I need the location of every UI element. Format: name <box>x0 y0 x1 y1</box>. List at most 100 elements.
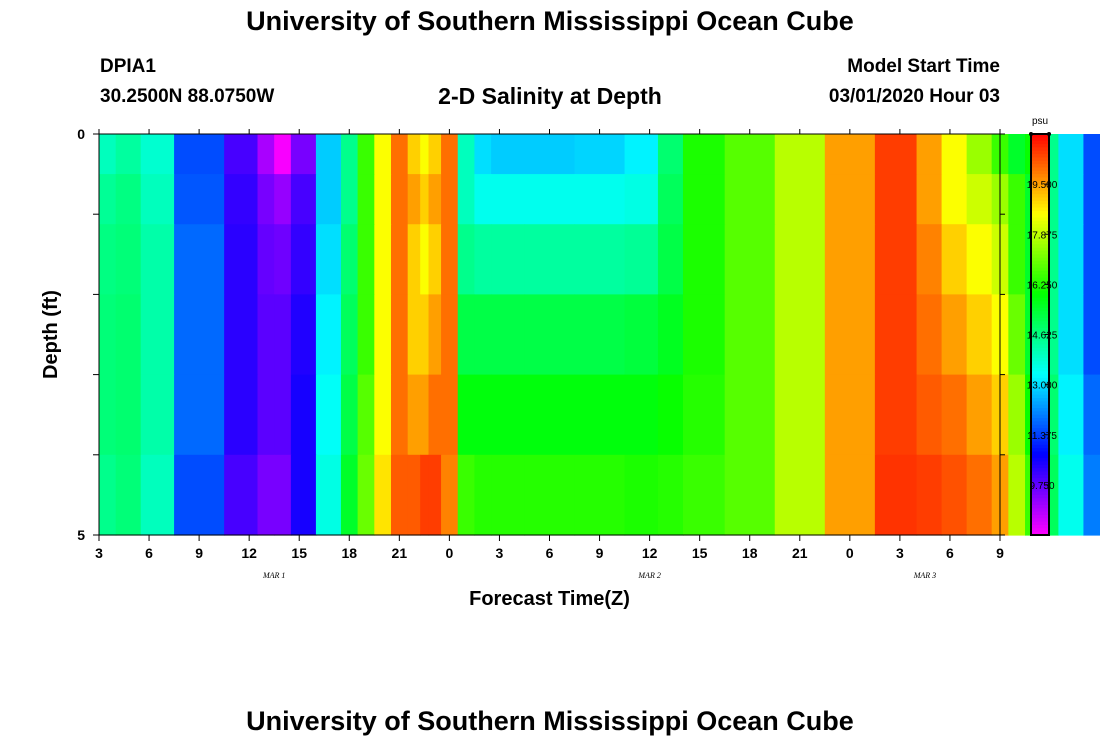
heatmap-cell <box>574 134 626 175</box>
heatmap-cell <box>374 454 392 536</box>
colorbar-segment <box>1031 451 1049 456</box>
colorbar-segment <box>1031 144 1049 148</box>
heatmap-cell <box>374 374 392 456</box>
colorbar-segment <box>1031 164 1049 169</box>
heatmap-cell <box>374 174 392 225</box>
colorbar-tick-label: 17.875 <box>1027 230 1058 241</box>
colorbar-segment <box>1031 167 1049 172</box>
station-coordinates: 30.2500N 88.0750W <box>100 86 275 107</box>
heatmap-cell <box>274 134 292 175</box>
heatmap-cell <box>115 224 142 295</box>
heatmap-cell <box>1008 174 1026 225</box>
heatmap-cell <box>966 374 993 456</box>
heatmap-cell <box>99 294 117 376</box>
heatmap-cell <box>874 294 918 376</box>
colorbar-segment <box>1031 240 1049 245</box>
heatmap-cell <box>441 174 459 225</box>
heatmap-cell <box>1058 374 1085 456</box>
heatmap-cell <box>966 134 993 175</box>
heatmap-cell <box>390 454 409 536</box>
heatmap-cell <box>115 454 142 536</box>
colorbar-segment <box>1031 271 1049 275</box>
colorbar-segment <box>1031 157 1049 162</box>
colorbar-corner <box>1029 132 1033 136</box>
heatmap-cell <box>574 174 626 225</box>
colorbar-segment <box>1031 324 1049 329</box>
heatmap-cell <box>1058 224 1085 295</box>
heatmap-cell <box>140 224 175 295</box>
heatmap-cell <box>224 454 259 536</box>
colorbar-segment <box>1031 391 1049 396</box>
heatmap-cell <box>390 294 409 376</box>
colorbar-segment <box>1031 458 1049 463</box>
heatmap-cell <box>941 454 968 536</box>
heatmap-cell <box>1008 224 1026 295</box>
colorbar-unit: psu <box>1032 116 1048 127</box>
colorbar-segment <box>1031 250 1049 255</box>
heatmap-cell <box>457 174 476 225</box>
x-tick-label: 12 <box>241 545 257 561</box>
heatmap-cell <box>257 294 275 376</box>
colorbar-segment <box>1031 351 1049 356</box>
heatmap-cell <box>420 174 430 225</box>
colorbar-segment <box>1031 518 1049 523</box>
colorbar-segment <box>1031 317 1049 322</box>
colorbar-segment <box>1031 494 1049 499</box>
colorbar-segment <box>1031 154 1049 158</box>
colorbar-segment <box>1031 187 1049 192</box>
x-tick-label: 3 <box>95 545 103 561</box>
heatmap-cell <box>916 454 943 536</box>
heatmap-cell <box>1083 454 1100 536</box>
heatmap-cell <box>724 174 776 225</box>
colorbar-segment <box>1031 381 1049 386</box>
x-tick-label: 3 <box>496 545 504 561</box>
colorbar-segment <box>1031 224 1049 229</box>
colorbar-segment <box>1031 361 1049 366</box>
heatmap-cell <box>407 374 421 456</box>
heatmap-cell <box>1008 374 1026 456</box>
heatmap-cell <box>657 224 684 295</box>
colorbar-segment <box>1031 364 1049 369</box>
colorbar-segment <box>1031 434 1049 439</box>
heatmap-cell <box>491 134 526 175</box>
heatmap-cell <box>682 294 726 376</box>
heatmap-cell <box>174 294 225 376</box>
heatmap-cell <box>441 454 459 536</box>
heatmap-cell <box>140 294 175 376</box>
colorbar-segment <box>1031 498 1049 503</box>
colorbar-tick-label: 16.250 <box>1027 280 1058 291</box>
x-tick-label: 6 <box>946 545 954 561</box>
heatmap-cell <box>407 454 421 536</box>
colorbar-segment <box>1031 431 1049 436</box>
date-label: MAR 3 <box>913 571 936 580</box>
x-tick-label: 21 <box>792 545 808 561</box>
heatmap-cell <box>99 374 117 456</box>
heatmap-cell <box>407 294 421 376</box>
heatmap-cell <box>457 374 476 456</box>
colorbar-segment <box>1031 204 1049 209</box>
colorbar-segment <box>1031 441 1049 446</box>
colorbar-segment <box>1031 140 1049 145</box>
heatmap-cell <box>1083 374 1100 456</box>
heatmap-cell <box>290 294 317 376</box>
heatmap-cell <box>657 294 684 376</box>
colorbar-segment <box>1031 511 1049 516</box>
heatmap-cell <box>624 224 659 295</box>
heatmap-cell <box>115 174 142 225</box>
model-start-value: 03/01/2020 Hour 03 <box>828 86 1000 107</box>
heatmap-cell <box>257 134 275 175</box>
heatmap-cell <box>115 294 142 376</box>
heatmap-cell <box>724 134 776 175</box>
colorbar-segment <box>1031 374 1049 379</box>
heatmap-cell <box>407 134 421 175</box>
heatmap-cell <box>916 294 943 376</box>
heatmap-cell <box>224 174 259 225</box>
heatmap-cell <box>657 174 684 225</box>
heatmap-cell <box>274 224 292 295</box>
heatmap-cell <box>315 374 342 456</box>
heatmap-cell <box>140 174 175 225</box>
heatmap-cell <box>174 134 225 175</box>
heatmap-cell <box>340 224 359 295</box>
colorbar-segment <box>1031 334 1049 339</box>
colorbar-segment <box>1031 524 1049 529</box>
